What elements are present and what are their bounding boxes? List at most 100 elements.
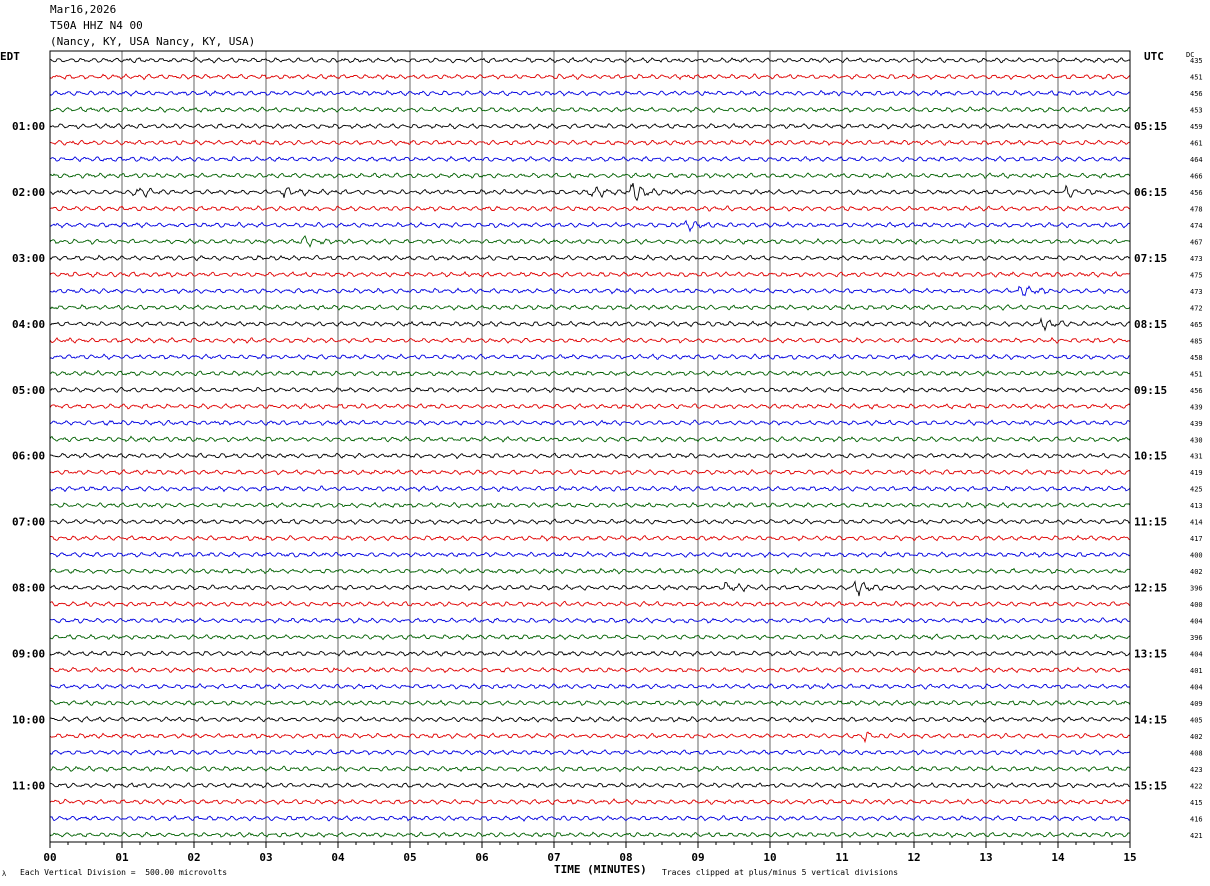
trace-row-23 xyxy=(49,435,1131,443)
dc-offset-label: 405 xyxy=(1190,716,1203,724)
dc-offset-label: 473 xyxy=(1190,288,1203,296)
dc-offset-label: 419 xyxy=(1190,469,1203,477)
trace-row-43 xyxy=(49,765,1131,773)
dc-offset-label: 472 xyxy=(1190,304,1203,312)
dc-offset-label: 456 xyxy=(1190,90,1203,98)
trace-row-8 xyxy=(49,182,1131,202)
dc-offset-label: 421 xyxy=(1190,832,1203,840)
trace-row-21 xyxy=(49,402,1131,410)
dc-offset-label: 464 xyxy=(1190,156,1203,164)
dc-offset-label: 400 xyxy=(1190,601,1203,609)
trace-row-7 xyxy=(49,172,1131,179)
trace-row-4 xyxy=(49,122,1131,130)
header-date: Mar16,2026 xyxy=(50,3,117,16)
dc-offset-label: 430 xyxy=(1190,436,1203,444)
dc-offset-label: 414 xyxy=(1190,519,1203,527)
right-hour-label: 13:15 xyxy=(1134,648,1167,661)
corner-mark: λ xyxy=(2,870,7,878)
dc-offset-label: 431 xyxy=(1190,453,1203,461)
dc-offset-label: 474 xyxy=(1190,222,1203,230)
dc-offset-label: 415 xyxy=(1190,799,1203,807)
trace-row-18 xyxy=(49,353,1131,361)
dc-offset-label: 439 xyxy=(1190,420,1203,428)
left-hour-label: 06:00 xyxy=(12,450,45,463)
trace-row-30 xyxy=(49,550,1131,559)
trace-row-44 xyxy=(49,782,1131,789)
x-tick-label-15: 15 xyxy=(1123,851,1136,864)
trace-row-20 xyxy=(49,386,1131,394)
trace-row-24 xyxy=(49,452,1131,460)
dc-offset-label: 396 xyxy=(1190,585,1203,593)
trace-row-29 xyxy=(49,534,1131,542)
axis-labels: 01:00 05:15 02:00 06:15 03:00 07:15 04:00 08:15… xyxy=(12,57,1203,840)
trace-row-46 xyxy=(49,815,1131,822)
trace-row-41 xyxy=(49,731,1131,744)
left-hour-label: 01:00 xyxy=(12,120,45,133)
trace-row-15 xyxy=(49,303,1131,311)
right-hour-label: 09:15 xyxy=(1134,384,1167,397)
x-tick-label-05: 05 xyxy=(403,851,416,864)
trace-row-42 xyxy=(49,749,1131,756)
trace-row-19 xyxy=(49,369,1131,377)
seismogram-traces xyxy=(49,56,1131,839)
right-timezone-label: UTC xyxy=(1144,50,1164,63)
trace-row-3 xyxy=(49,106,1131,114)
dc-offset-label: 404 xyxy=(1190,683,1203,691)
dc-offset-label: 402 xyxy=(1190,733,1203,741)
trace-row-32 xyxy=(49,580,1131,597)
trace-row-26 xyxy=(49,485,1131,493)
trace-row-35 xyxy=(49,633,1131,641)
x-tick-label-02: 02 xyxy=(187,851,200,864)
clip-note: Traces clipped at plus/minus 5 vertical … xyxy=(662,868,899,877)
left-hour-label: 11:00 xyxy=(12,779,45,792)
trace-row-33 xyxy=(49,600,1131,608)
dc-offset-label: 473 xyxy=(1190,255,1203,263)
right-hour-label: 07:15 xyxy=(1134,252,1167,265)
trace-row-12 xyxy=(49,254,1131,262)
dc-offset-label: 416 xyxy=(1190,815,1203,823)
trace-row-6 xyxy=(49,155,1131,163)
right-hour-label: 08:15 xyxy=(1134,318,1167,331)
trace-row-0 xyxy=(49,56,1131,64)
dc-label: DC xyxy=(1186,51,1194,59)
dc-offset-label: 423 xyxy=(1190,766,1203,774)
dc-offset-label: 435 xyxy=(1190,57,1203,65)
left-hour-label: 05:00 xyxy=(12,384,45,397)
dc-offset-label: 425 xyxy=(1190,486,1203,494)
dc-offset-label: 402 xyxy=(1190,568,1203,576)
right-hour-label: 12:15 xyxy=(1134,582,1167,595)
x-tick-label-12: 12 xyxy=(907,851,920,864)
x-axis-ticks: 00 01 02 03 04 05 06 07 08 09 10 11 12 13 14 15 xyxy=(43,842,1137,864)
x-tick-label-08: 08 xyxy=(619,851,632,864)
plot-frame xyxy=(49,50,1131,843)
dc-offset-label: 475 xyxy=(1190,272,1203,280)
dc-offset-label: 456 xyxy=(1190,189,1203,197)
trace-row-31 xyxy=(49,567,1131,575)
right-hour-label: 05:15 xyxy=(1134,120,1167,133)
trace-row-14 xyxy=(49,285,1131,297)
right-hour-label: 11:15 xyxy=(1134,516,1167,529)
dc-offset-label: 451 xyxy=(1190,74,1203,82)
x-tick-label-09: 09 xyxy=(691,851,704,864)
dc-offset-label: 408 xyxy=(1190,749,1203,757)
header-station: T50A HHZ N4 00 xyxy=(50,19,143,32)
dc-offset-label: 461 xyxy=(1190,140,1203,148)
dc-offset-label: 396 xyxy=(1190,634,1203,642)
left-hour-label: 07:00 xyxy=(12,516,45,529)
dc-offset-label: 404 xyxy=(1190,651,1203,659)
dc-offset-label: 467 xyxy=(1190,239,1203,247)
dc-offset-label: 459 xyxy=(1190,123,1203,131)
x-tick-label-13: 13 xyxy=(979,851,992,864)
trace-row-28 xyxy=(49,518,1131,526)
trace-row-9 xyxy=(49,205,1131,212)
x-tick-label-01: 01 xyxy=(115,851,129,864)
dc-offset-label: 404 xyxy=(1190,618,1203,626)
dc-offset-label: 458 xyxy=(1190,354,1203,362)
grid-lines xyxy=(121,51,1059,842)
trace-row-47 xyxy=(49,831,1131,839)
x-tick-label-06: 06 xyxy=(475,851,489,864)
dc-offset-label: 456 xyxy=(1190,387,1203,395)
right-hour-label: 15:15 xyxy=(1134,779,1167,792)
trace-row-17 xyxy=(49,336,1131,344)
